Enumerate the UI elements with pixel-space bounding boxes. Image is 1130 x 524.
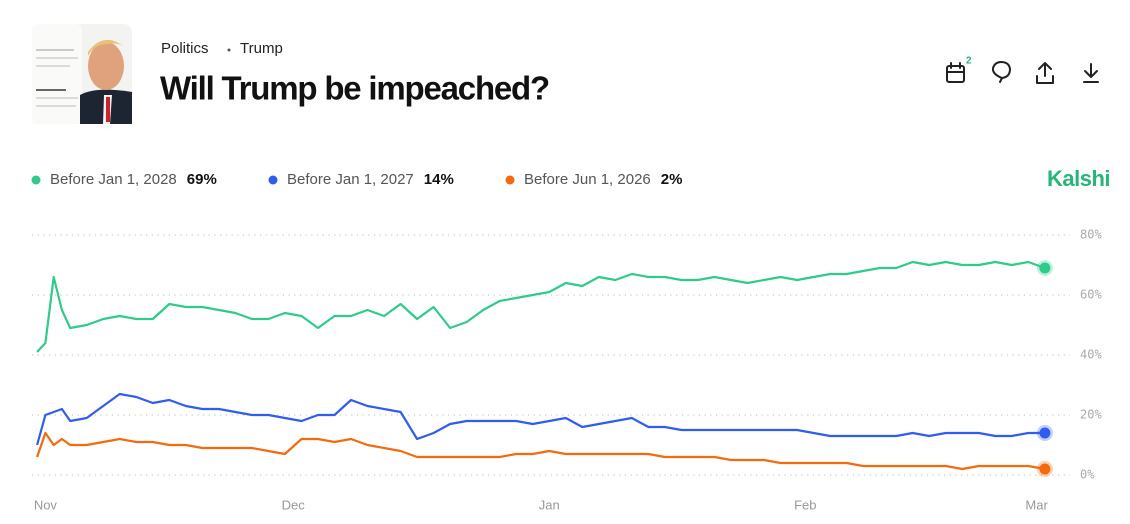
legend-value: 14% [424,171,454,188]
legend: Before Jan 1, 2028 69% Before Jan 1, 2027 1… [31,171,683,188]
legend-label: Before Jun 1, 2026 [524,171,651,188]
y-tick-label: 60% [1080,288,1102,302]
series-line [36,392,1045,446]
x-tick-label: Mar [1025,497,1048,512]
market-title: Will Trump be impeached? [160,70,549,107]
x-tick-label: Nov [34,497,58,512]
legend-value: 69% [187,171,217,188]
share-button[interactable] [1036,62,1054,84]
legend-swatch [505,175,515,185]
legend-label: Before Jan 1, 2028 [50,171,177,188]
breadcrumb[interactable]: Politics [161,40,209,57]
endpoint-dot [1039,262,1051,274]
legend-swatch [268,175,278,185]
x-tick-label: Dec [282,497,306,512]
separator [227,48,231,52]
calendar-button[interactable]: 2 [946,56,972,83]
legend-swatch [31,175,41,185]
y-tick-label: 0% [1080,468,1095,482]
endpoint-dot [1039,427,1051,439]
breadcrumb[interactable]: Trump [240,40,283,57]
y-tick-label: 40% [1080,348,1102,362]
market-thumbnail [32,24,132,124]
series-line [36,260,1046,353]
legend-label: Before Jan 1, 2027 [287,171,414,188]
y-tick-label: 20% [1080,408,1102,422]
x-tick-label: Feb [794,497,816,512]
calendar-badge: 2 [966,56,972,67]
y-tick-label: 80% [1080,228,1102,242]
brand-logo[interactable]: Kalshi [1047,166,1111,191]
download-button[interactable] [1083,63,1099,83]
legend-value: 2% [661,171,683,188]
endpoint-dot [1039,463,1051,475]
x-tick-label: Jan [539,497,560,512]
series-line [36,431,1046,471]
plot: 0% 20% 40% 60% 80% Nov Dec Jan Feb Mar [32,228,1102,512]
comment-button[interactable] [991,61,1011,83]
